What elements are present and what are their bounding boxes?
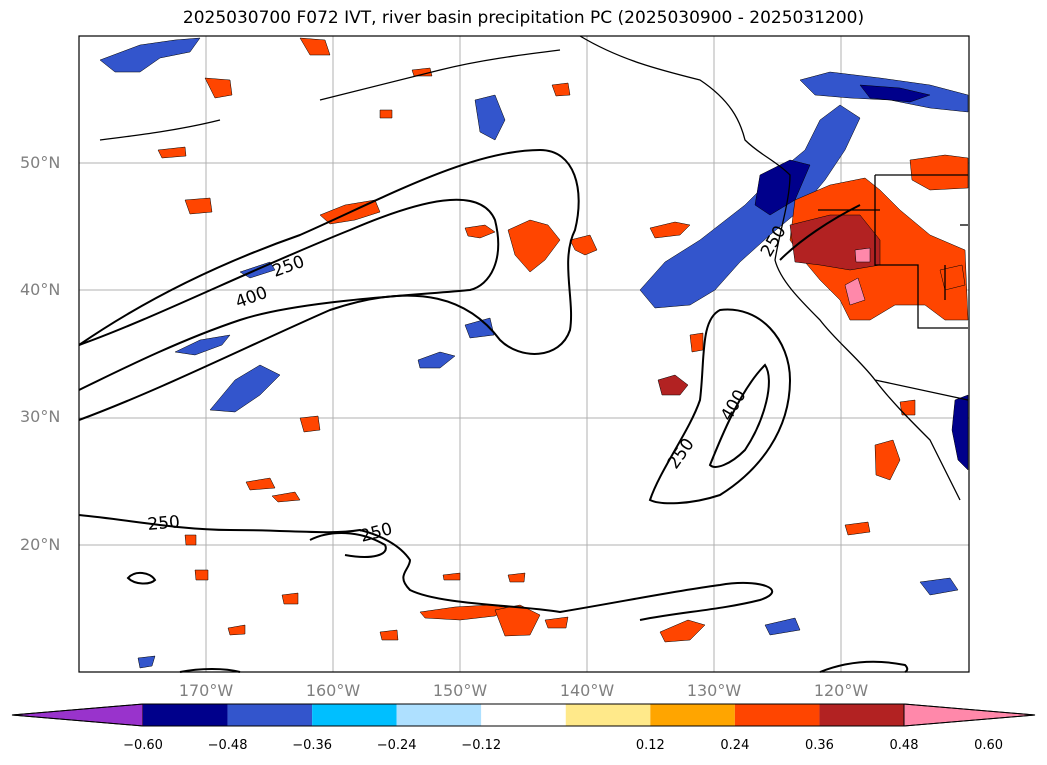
colorbar-segment (650, 704, 735, 726)
colorbar-outline (11, 703, 1036, 727)
colorbar-extend-low (11, 703, 144, 727)
colorbar-segment (819, 704, 904, 726)
lat-label-20n: 20°N (20, 535, 61, 554)
coastlines (99, 35, 969, 501)
lat-label-30n: 30°N (20, 407, 61, 426)
colorbar-segment (396, 704, 482, 726)
contour-label: 250 (147, 512, 181, 535)
lon-label-150w: 150°W (432, 681, 488, 700)
colorbar-tick-label: −0.48 (207, 738, 248, 753)
lat-label-40n: 40°N (20, 280, 61, 299)
colorbar-tick-label: 0.48 (889, 738, 919, 753)
lon-label-170w: 170°W (178, 681, 234, 700)
colorbar-tick-label: −0.60 (123, 738, 163, 753)
lon-label-160w: 160°W (305, 681, 361, 700)
lon-label-140w: 140°W (559, 681, 615, 700)
precip-fields (99, 37, 969, 669)
map-area (78, 35, 970, 673)
lon-label-120w: 120°W (813, 681, 869, 700)
map-title: 2025030700 F072 IVT, river basin precipi… (182, 8, 865, 28)
lon-label-130w: 130°W (686, 681, 742, 700)
colorbar-segment (481, 704, 566, 726)
colorbar-segment (143, 704, 228, 726)
colorbar-segment (227, 704, 313, 726)
ivt-contours (78, 148, 909, 673)
colorbar-extend-high (903, 703, 1036, 727)
colorbar-tick-label: −0.36 (292, 738, 333, 753)
colorbar-tick-label: 0.24 (720, 738, 750, 753)
colorbar-tick-label: −0.24 (376, 738, 417, 753)
colorbar-segment (312, 704, 397, 726)
colorbar-segment (565, 704, 651, 726)
colorbar (11, 703, 1036, 727)
lat-label-50n: 50°N (20, 153, 61, 172)
colorbar-tick-label: 0.12 (635, 738, 665, 753)
colorbar-tick-label: 0.60 (974, 738, 1004, 753)
colorbar-segment (734, 704, 820, 726)
negative-anomaly-region (639, 104, 861, 309)
colorbar-tick-label: −0.12 (461, 738, 502, 753)
colorbar-tick-label: 0.36 (804, 738, 834, 753)
